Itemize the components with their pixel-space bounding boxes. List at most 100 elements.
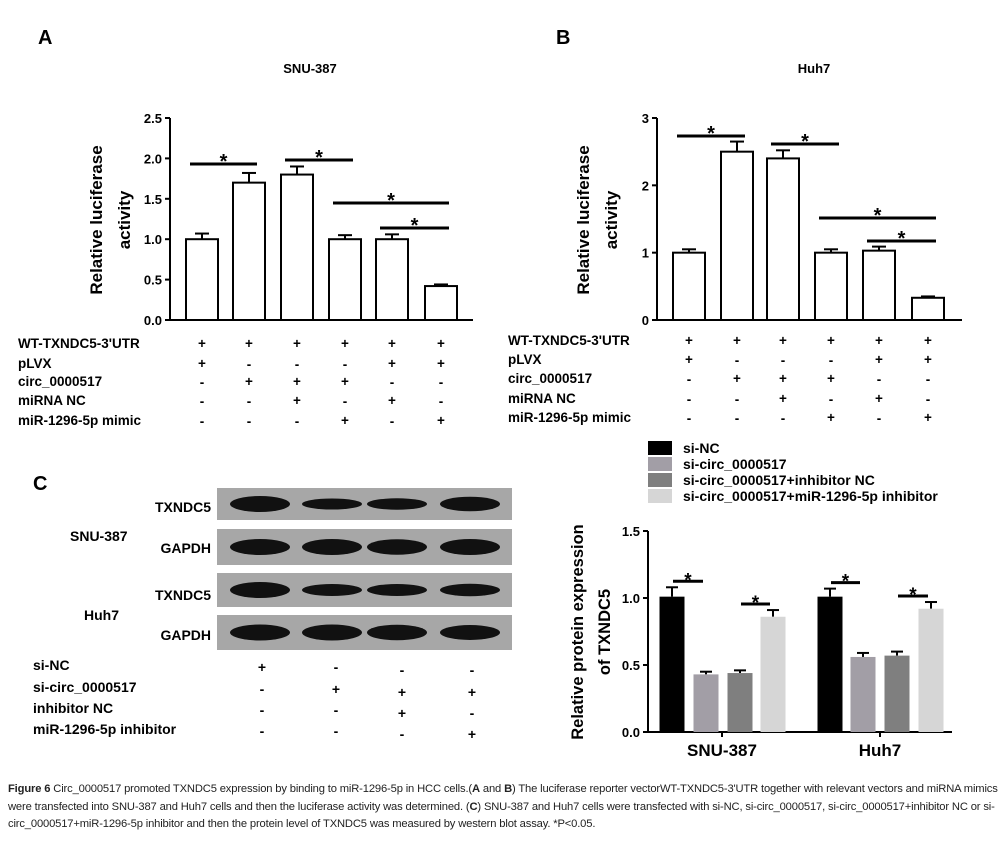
plus-sign: +: [827, 371, 835, 386]
plus-sign: +: [198, 356, 206, 371]
minus-sign: -: [400, 662, 405, 678]
bar: [884, 655, 910, 732]
caption-bold-text: A: [472, 783, 480, 795]
plus-sign: +: [779, 391, 787, 406]
minus-sign: -: [247, 414, 252, 429]
legend-swatch: [648, 441, 672, 455]
panel-label-b: B: [556, 27, 570, 49]
significance-star: *: [411, 215, 419, 237]
y-axis-label: activity: [115, 190, 134, 249]
caption-text: ) SNU-387 and Huh7 cells were transfecte…: [8, 800, 995, 831]
band-label: TXNDC5: [155, 499, 211, 515]
condition-label: miRNA NC: [18, 393, 86, 408]
y-tick-label: 0.5: [622, 658, 640, 673]
plus-sign: +: [245, 336, 253, 351]
condition-label: miR-1296-5p mimic: [508, 410, 632, 425]
minus-sign: -: [390, 414, 395, 429]
plus-sign: +: [398, 705, 406, 721]
minus-sign: -: [687, 392, 692, 407]
significance-star: *: [752, 593, 760, 614]
significance-star: *: [684, 570, 692, 591]
plus-sign: +: [733, 333, 741, 348]
condition-label: circ_0000517: [508, 371, 592, 386]
minus-sign: -: [295, 414, 300, 429]
protein-band: [230, 539, 290, 555]
legend-label: si-NC: [683, 440, 720, 456]
y-tick-label: 1.5: [622, 524, 640, 539]
legend-swatch: [648, 457, 672, 471]
plus-sign: +: [924, 333, 932, 348]
bar: [760, 616, 786, 732]
plus-sign: +: [924, 410, 932, 425]
x-category-label: SNU-387: [687, 741, 757, 760]
minus-sign: -: [926, 372, 931, 387]
minus-sign: -: [334, 702, 339, 718]
cell-line-label: Huh7: [84, 607, 119, 623]
chart-c-protein-expression: si-NCsi-circ_0000517si-circ_0000517+inhi…: [569, 440, 952, 760]
significance-star: *: [315, 147, 323, 169]
chart-title: Huh7: [798, 61, 831, 76]
protein-band: [302, 539, 362, 555]
band-label: TXNDC5: [155, 587, 211, 603]
legend-label: si-circ_0000517: [683, 456, 787, 472]
minus-sign: -: [877, 372, 882, 387]
y-axis-label: Relative luciferase: [87, 145, 106, 294]
protein-band: [302, 584, 362, 596]
plus-sign: +: [924, 352, 932, 367]
y-tick-label: 2.5: [144, 111, 162, 126]
chart-b-huh7-luciferase: Huh7 0 1 2 3 Relative luciferase activity * * * * W…: [508, 61, 962, 426]
bar: [766, 157, 800, 321]
significance-star: *: [220, 151, 228, 173]
plus-sign: +: [341, 374, 349, 389]
caption-bold-text: Figure 6: [8, 783, 51, 795]
bar: [862, 249, 896, 321]
bar: [850, 656, 876, 732]
western-blot: TXNDC5 GAPDH TXNDC5 GAPDH SNU-387 Huh7 si-NC + -…: [33, 488, 512, 742]
minus-sign: -: [260, 723, 265, 739]
chart-a-snu387-luciferase: SNU-387 0.0 0.5 1.0 1.5 2.0 2.5 Relative lucife…: [18, 61, 473, 429]
chart-title: SNU-387: [283, 61, 336, 76]
bar: [672, 251, 706, 322]
legend-swatch: [648, 489, 672, 503]
bar: [727, 673, 753, 732]
y-tick-label: 1.0: [144, 232, 162, 247]
protein-band: [440, 583, 500, 597]
plus-sign: +: [198, 336, 206, 351]
condition-label: miR-1296-5p mimic: [18, 413, 142, 428]
y-tick-label: 0: [642, 313, 649, 328]
minus-sign: -: [687, 372, 692, 387]
minus-sign: -: [343, 394, 348, 409]
figure-caption: Figure 6 Circ_0000517 promoted TXNDC5 ex…: [8, 781, 998, 834]
plus-sign: +: [827, 333, 835, 348]
bar: [693, 674, 719, 732]
minus-sign: -: [877, 411, 882, 426]
protein-band: [367, 624, 427, 641]
y-tick-label: 2: [642, 178, 649, 193]
caption-text: Circ_0000517 promoted TXNDC5 expression …: [50, 783, 472, 795]
caption-bold-text: C: [469, 800, 478, 813]
condition-label: circ_0000517: [18, 374, 102, 389]
minus-sign: -: [781, 411, 786, 426]
panel-label-a: A: [38, 27, 52, 49]
plus-sign: +: [827, 410, 835, 425]
plus-sign: +: [875, 352, 883, 367]
panel-label-c: C: [33, 473, 47, 495]
y-tick-label: 0.0: [144, 313, 162, 328]
significance-star: *: [801, 131, 809, 153]
figure-panels: A B C SNU-387 0.0 0.5 1.0 1.5 2.0 2.5 Relative …: [18, 27, 962, 760]
y-tick-label: 0.0: [622, 725, 640, 740]
minus-sign: -: [334, 723, 339, 739]
condition-label: miR-1296-5p inhibitor: [33, 721, 177, 737]
plus-sign: +: [293, 374, 301, 389]
plus-sign: +: [341, 413, 349, 428]
minus-sign: -: [470, 662, 475, 678]
minus-sign: -: [295, 357, 300, 372]
minus-sign: -: [439, 394, 444, 409]
minus-sign: -: [200, 414, 205, 429]
minus-sign: -: [439, 375, 444, 390]
protein-band: [440, 539, 500, 555]
y-axis-label: of TXNDC5: [596, 589, 614, 675]
bar: [232, 181, 266, 321]
minus-sign: -: [200, 394, 205, 409]
